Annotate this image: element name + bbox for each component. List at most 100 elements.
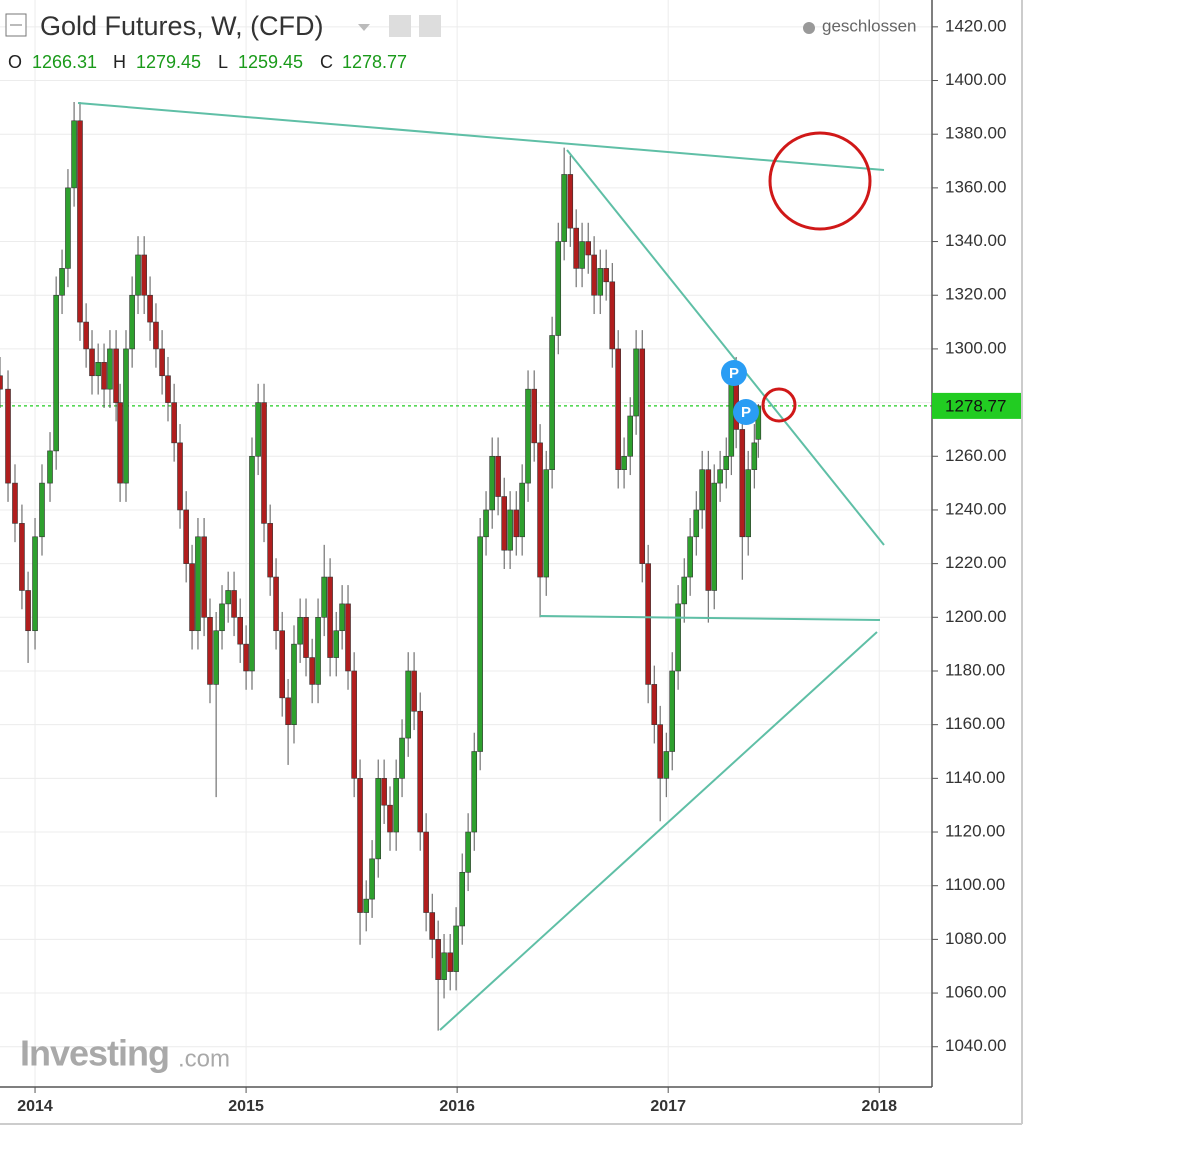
candle-body <box>525 388 531 484</box>
candle-body <box>381 778 387 806</box>
candle-body <box>213 630 219 685</box>
candle-body <box>339 603 345 632</box>
x-tick-label: 2018 <box>861 1098 897 1115</box>
dropdown-icon[interactable] <box>358 24 370 31</box>
candle-body <box>117 402 123 484</box>
candle-body <box>147 294 153 323</box>
ohlc-value: 1279.45 <box>136 52 201 72</box>
candle-body <box>543 469 549 578</box>
candle-body <box>531 388 537 444</box>
y-tick-label: 1360.00 <box>945 177 1006 196</box>
candle-body <box>219 603 225 632</box>
y-tick-label: 1240.00 <box>945 499 1006 518</box>
x-tick-label: 2017 <box>650 1098 686 1115</box>
candle-body <box>5 388 11 484</box>
candle-body <box>363 898 369 913</box>
y-tick-label: 1180.00 <box>945 660 1005 679</box>
y-tick-label: 1400.00 <box>945 70 1006 89</box>
candle-body <box>177 442 183 511</box>
y-tick-label: 1200.00 <box>945 607 1006 626</box>
candle-body <box>699 469 705 511</box>
candle-body <box>465 831 471 873</box>
y-tick-label: 1080.00 <box>945 929 1006 948</box>
candle-body <box>345 603 351 672</box>
candle-body <box>369 858 375 900</box>
candle-body <box>95 362 101 377</box>
candle-body <box>585 241 591 256</box>
candle-body <box>483 509 489 538</box>
candle-body <box>12 482 18 524</box>
candle-body <box>591 254 597 296</box>
candle-body <box>357 778 363 913</box>
candle-body <box>315 617 321 685</box>
settings-icon[interactable] <box>419 15 441 37</box>
candle-body <box>705 469 712 591</box>
candle-body <box>597 268 604 296</box>
settings-icon[interactable] <box>389 15 411 37</box>
marker[interactable] <box>721 360 747 386</box>
candle-body <box>663 751 670 779</box>
candle-body <box>399 737 405 779</box>
candle-body <box>693 509 700 538</box>
candle-body <box>291 643 297 725</box>
ohlc-label: O <box>8 52 22 72</box>
candle-body <box>183 509 189 564</box>
candle-body <box>65 187 71 269</box>
status-dot <box>803 22 815 34</box>
candle-body <box>453 925 459 972</box>
candle-body <box>549 335 555 470</box>
trendline <box>566 149 885 546</box>
trendline <box>539 615 881 621</box>
candle-body <box>321 576 327 618</box>
candle-body <box>447 952 453 972</box>
marker-label[interactable]: P <box>741 404 751 421</box>
y-tick-label: 1320.00 <box>945 285 1006 304</box>
y-tick-label: 1220.00 <box>945 553 1006 572</box>
candle-body <box>261 402 267 524</box>
grid <box>0 0 932 1087</box>
candle-body <box>501 496 508 551</box>
candle-body <box>751 442 758 470</box>
candle-body <box>249 455 255 672</box>
candle-body <box>621 455 627 470</box>
candle-body <box>477 536 483 752</box>
candle-body <box>561 174 567 242</box>
candle-body <box>107 348 113 390</box>
marker[interactable] <box>733 399 759 425</box>
trendlines <box>77 102 885 1031</box>
trendline <box>439 631 878 1031</box>
ohlc-label: C <box>320 52 333 72</box>
x-tick-label: 2015 <box>228 1098 264 1115</box>
candle-body <box>728 375 735 457</box>
candle-body <box>71 120 77 189</box>
candle-body <box>603 268 609 283</box>
candle-body <box>423 831 429 913</box>
candle-body <box>83 321 89 350</box>
candle-body <box>89 348 95 377</box>
candle-body <box>201 536 207 618</box>
ohlc-value: 1259.45 <box>238 52 303 72</box>
candle-body <box>327 576 333 658</box>
y-tick-label: 1100.00 <box>945 875 1005 894</box>
candle-body <box>755 405 762 440</box>
price-label: 1278.77 <box>945 396 1006 415</box>
candle-body <box>639 348 646 564</box>
candle-body <box>225 590 231 605</box>
candle-body <box>243 643 249 672</box>
candle-body <box>495 455 501 497</box>
candle-body <box>153 321 159 350</box>
candle-body <box>633 348 639 417</box>
candle-body <box>101 362 107 390</box>
candle-body <box>609 281 616 350</box>
y-tick-label: 1040.00 <box>945 1036 1006 1055</box>
y-tick-label: 1340.00 <box>945 231 1006 250</box>
candle-body <box>19 523 25 591</box>
candle-body <box>159 348 165 377</box>
x-tick-label: 2016 <box>439 1098 475 1115</box>
y-tick-label: 1140.00 <box>945 768 1005 787</box>
candle-body <box>171 402 177 444</box>
candle-body <box>273 576 279 632</box>
marker-label[interactable]: P <box>729 365 739 382</box>
candle-body <box>32 536 38 632</box>
